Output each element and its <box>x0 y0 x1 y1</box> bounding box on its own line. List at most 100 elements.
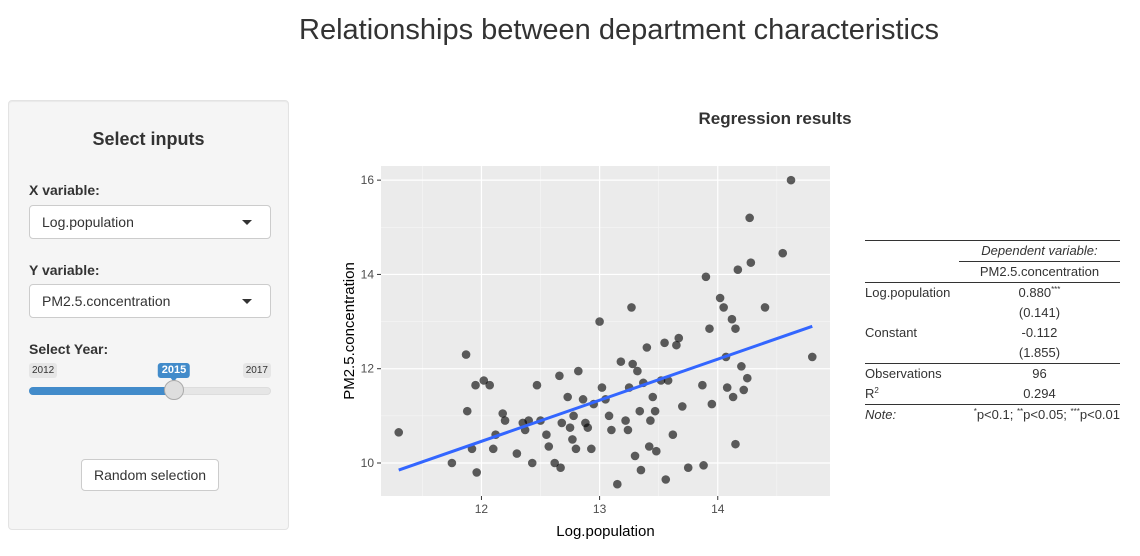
data-point <box>623 425 633 435</box>
coef-stars: *** <box>1051 285 1061 294</box>
data-point <box>728 392 738 402</box>
data-point <box>607 425 616 435</box>
data-point <box>727 314 737 324</box>
data-point <box>678 402 687 411</box>
data-point <box>674 333 684 343</box>
y-variable-select[interactable]: PM2.5.concentration <box>29 284 271 318</box>
r2-superscript: 2 <box>874 386 879 395</box>
x-tick-label: 14 <box>711 502 725 516</box>
data-point <box>595 317 604 326</box>
data-point <box>628 359 637 369</box>
data-point <box>621 416 630 425</box>
data-point <box>630 451 640 461</box>
data-point <box>701 272 711 282</box>
x-variable-select[interactable]: Log.population <box>29 205 271 239</box>
x-axis-label: Log.population <box>556 523 654 540</box>
r2-label: R <box>865 386 875 401</box>
coef-name <box>865 343 959 364</box>
data-point <box>578 395 588 404</box>
coef-name: Constant <box>865 325 918 340</box>
data-point <box>500 416 510 425</box>
data-point <box>563 392 572 402</box>
data-point <box>661 475 671 484</box>
data-point <box>574 366 583 376</box>
slider-fill <box>29 387 174 395</box>
y-axis-label: PM2.5.concentration <box>341 262 358 400</box>
y-variable-label: Y variable: <box>29 262 100 278</box>
data-point <box>583 423 593 432</box>
plot-panel <box>381 166 830 496</box>
y-tick-label: 16 <box>361 173 375 187</box>
data-point <box>672 340 681 350</box>
data-point <box>472 468 482 477</box>
data-point <box>550 458 559 468</box>
data-point <box>616 357 626 366</box>
data-point <box>461 350 471 359</box>
x-tick-label: 13 <box>593 502 607 516</box>
data-point <box>571 444 581 454</box>
data-point <box>587 444 596 454</box>
data-point <box>778 248 788 258</box>
data-point <box>447 458 457 468</box>
y-variable-value: PM2.5.concentration <box>42 293 171 309</box>
dependent-variable-header: Dependent variable: <box>958 240 1120 262</box>
year-max-label: 2017 <box>242 363 271 378</box>
data-point <box>613 479 622 489</box>
data-point <box>648 392 658 402</box>
x-variable-label: X variable: <box>29 182 100 198</box>
data-point <box>722 383 732 392</box>
random-selection-button[interactable]: Random selection <box>81 459 219 491</box>
coef-name <box>865 303 959 323</box>
data-point <box>786 175 796 185</box>
data-point <box>683 463 693 473</box>
data-point <box>635 406 645 416</box>
data-point <box>569 411 578 421</box>
data-point <box>471 380 480 390</box>
data-point <box>745 213 754 223</box>
data-point <box>646 416 655 425</box>
data-point <box>739 385 749 395</box>
chevron-down-icon <box>242 220 252 225</box>
coef-name: Log.population <box>865 282 959 303</box>
data-point <box>652 446 661 456</box>
data-point <box>485 380 495 390</box>
data-point <box>707 399 717 409</box>
data-point <box>719 303 728 312</box>
coef-value: 0.880 <box>1018 285 1052 300</box>
page-title: Relationships between department charact… <box>299 14 939 46</box>
data-point <box>565 423 575 432</box>
data-point <box>488 444 498 454</box>
significance-note: *p<0.1; **p<0.05; ***p<0.01 <box>973 407 1120 422</box>
data-point <box>715 293 725 303</box>
note-label: Note: <box>865 407 897 422</box>
dependent-variable-name: PM2.5.concentration <box>958 261 1120 283</box>
data-point <box>733 265 743 275</box>
data-point <box>644 442 654 451</box>
data-point <box>555 371 564 381</box>
data-point <box>633 366 642 376</box>
data-point <box>604 411 614 421</box>
regression-title: Regression results <box>698 109 852 128</box>
data-point <box>731 324 740 333</box>
observations-label: Observations <box>865 363 959 384</box>
y-tick-label: 10 <box>361 456 375 470</box>
y-tick-label: 14 <box>361 267 375 281</box>
data-point <box>731 439 740 449</box>
data-point <box>568 435 577 444</box>
slider-handle[interactable] <box>164 380 184 400</box>
data-point <box>636 465 646 475</box>
coef-se: (0.141) <box>1018 305 1061 320</box>
scatter-chart: 12 13 14 10 12 14 16 Log.population PM2.5.con… <box>341 166 830 540</box>
coef-value: -0.112 <box>1021 325 1058 340</box>
data-point <box>532 380 542 390</box>
year-min-label: 2012 <box>29 363 58 378</box>
year-label: Select Year: <box>29 341 109 357</box>
year-slider[interactable]: 2012 2017 2015 <box>29 363 271 403</box>
data-point <box>557 418 567 428</box>
data-point <box>642 343 652 352</box>
data-point <box>746 258 756 267</box>
sidebar-heading: Select inputs <box>92 129 205 149</box>
data-point <box>394 428 404 437</box>
data-point <box>668 430 678 440</box>
data-point <box>650 406 660 416</box>
